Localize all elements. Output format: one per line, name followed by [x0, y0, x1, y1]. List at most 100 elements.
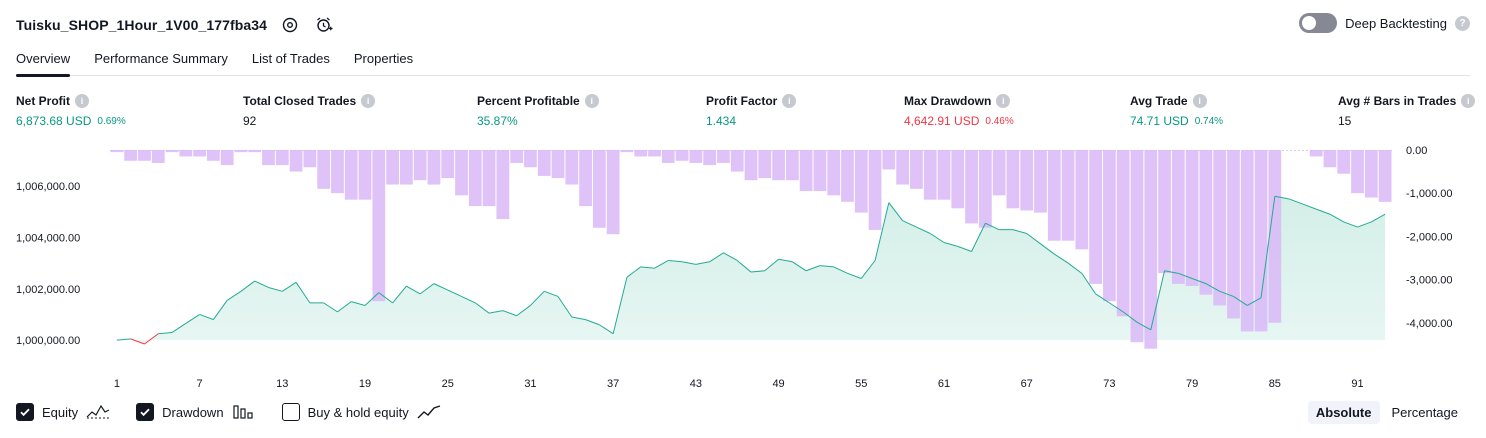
drawdown-bar — [455, 150, 468, 195]
drawdown-bar — [345, 150, 358, 200]
drawdown-bar — [552, 150, 565, 178]
tab-properties[interactable]: Properties — [354, 44, 413, 76]
metric-net-profit: Net Profit i 6,873.68 USD 0.69% — [16, 92, 126, 129]
help-icon[interactable]: i — [1461, 94, 1475, 108]
metric-total-closed-trades: Total Closed Trades i 92 — [243, 92, 375, 129]
drawdown-bar — [290, 150, 303, 172]
help-icon[interactable]: i — [361, 94, 375, 108]
buy-hold-checkbox[interactable] — [282, 403, 300, 421]
tab-overview[interactable]: Overview — [16, 44, 70, 76]
drawdown-bar — [772, 150, 785, 180]
drawdown-checkbox[interactable] — [136, 403, 154, 421]
equity-area-icon — [86, 403, 110, 421]
drawdown-bar — [786, 150, 799, 180]
drawdown-bar — [1172, 150, 1185, 284]
toggle-knob — [1302, 16, 1316, 30]
metric-value: 4,642.91 USD — [904, 114, 979, 128]
strategy-header: Tuisku_SHOP_1Hour_1V00_177fba34 — [16, 12, 335, 38]
y-left-tick-label: 1,000,000.00 — [16, 335, 80, 347]
x-tick-label: 43 — [690, 378, 702, 390]
drawdown-bar — [979, 150, 992, 228]
y-left-tick-label: 1,002,000.00 — [16, 284, 80, 296]
drawdown-bar — [1227, 150, 1240, 318]
drawdown-bar — [428, 150, 441, 185]
drawdown-bar — [593, 150, 606, 228]
drawdown-bar — [924, 150, 937, 200]
tab-list-of-trades[interactable]: List of Trades — [252, 44, 330, 76]
equity-label: Equity — [42, 405, 78, 420]
y-right-tick-label: -4,000.00 — [1406, 318, 1452, 330]
drawdown-bar — [565, 150, 578, 185]
settings-icon[interactable] — [279, 14, 301, 36]
help-icon[interactable]: i — [782, 94, 796, 108]
metric-label: Total Closed Trades — [243, 94, 356, 108]
drawdown-bar — [496, 150, 509, 219]
legend-drawdown[interactable]: Drawdown — [136, 403, 255, 421]
drawdown-bar — [248, 150, 261, 152]
equity-drawdown-chart[interactable]: 1,000,000.00 1,002,000.00 1,004,000.00 1,00… — [0, 140, 1486, 400]
help-icon[interactable]: ? — [1455, 16, 1470, 31]
help-icon[interactable]: i — [75, 94, 89, 108]
drawdown-bar — [138, 150, 151, 161]
metric-label: Avg Trade — [1130, 94, 1188, 108]
drawdown-bar — [276, 150, 289, 165]
x-tick-label: 7 — [197, 378, 203, 390]
metric-value: 74.71 USD — [1130, 114, 1189, 128]
drawdown-bar — [1213, 150, 1226, 305]
buy-hold-label: Buy & hold equity — [308, 405, 409, 420]
tab-performance-summary[interactable]: Performance Summary — [94, 44, 228, 76]
equity-checkbox[interactable] — [16, 403, 34, 421]
absolute-button[interactable]: Absolute — [1308, 401, 1380, 424]
y-right-tick-label: 0.00 — [1406, 145, 1427, 157]
drawdown-bar — [1379, 150, 1392, 202]
drawdown-bar — [827, 150, 840, 195]
drawdown-bar — [882, 150, 895, 169]
percentage-button[interactable]: Percentage — [1384, 401, 1467, 424]
drawdown-bar — [262, 150, 275, 165]
x-tick-label: 91 — [1351, 378, 1363, 390]
help-icon[interactable]: i — [585, 94, 599, 108]
drawdown-bar — [1007, 150, 1020, 208]
metric-label: Profit Factor — [706, 94, 777, 108]
drawdown-bar — [745, 150, 758, 180]
metric-value: 15 — [1338, 114, 1351, 128]
metric-value: 1.434 — [706, 114, 736, 128]
y-right-tick-label: -1,000.00 — [1406, 188, 1452, 200]
drawdown-bar — [179, 150, 192, 156]
x-tick-label: 19 — [359, 378, 371, 390]
metric-percent: 0.74% — [1195, 116, 1223, 127]
help-icon[interactable]: i — [1193, 94, 1207, 108]
drawdown-bar — [1158, 150, 1171, 273]
drawdown-bar — [1144, 150, 1157, 349]
drawdown-bar — [621, 150, 634, 152]
drawdown-bar — [1324, 150, 1337, 167]
metric-label: Max Drawdown — [904, 94, 991, 108]
drawdown-bar — [758, 150, 771, 178]
drawdown-bar — [124, 150, 137, 161]
drawdown-bar — [1200, 150, 1213, 295]
deep-backtesting-toggle[interactable] — [1299, 13, 1337, 33]
x-tick-label: 1 — [114, 378, 120, 390]
x-tick-label: 79 — [1186, 378, 1198, 390]
drawdown-bar — [634, 150, 647, 156]
drawdown-bar — [689, 150, 702, 163]
metric-max-drawdown: Max Drawdown i 4,642.91 USD 0.46% — [904, 92, 1014, 129]
drawdown-bar — [703, 150, 716, 165]
drawdown-bar — [235, 150, 248, 152]
drawdown-bar — [221, 150, 234, 165]
chart-legend: Equity Drawdown Buy & hold equity — [16, 403, 441, 421]
legend-equity[interactable]: Equity — [16, 403, 110, 421]
drawdown-bar — [579, 150, 592, 206]
drawdown-bar — [1062, 150, 1075, 241]
drawdown-bar — [510, 150, 523, 163]
drawdown-bar — [331, 150, 344, 193]
drawdown-bar — [648, 150, 661, 156]
drawdown-bar — [1075, 150, 1088, 249]
drawdown-bar — [317, 150, 330, 189]
legend-buy-hold[interactable]: Buy & hold equity — [282, 403, 441, 421]
help-icon[interactable]: i — [996, 94, 1010, 108]
drawdown-bar — [800, 150, 813, 191]
add-alert-icon[interactable] — [313, 14, 335, 36]
drawdown-bar — [441, 150, 454, 178]
drawdown-bar — [1020, 150, 1033, 210]
